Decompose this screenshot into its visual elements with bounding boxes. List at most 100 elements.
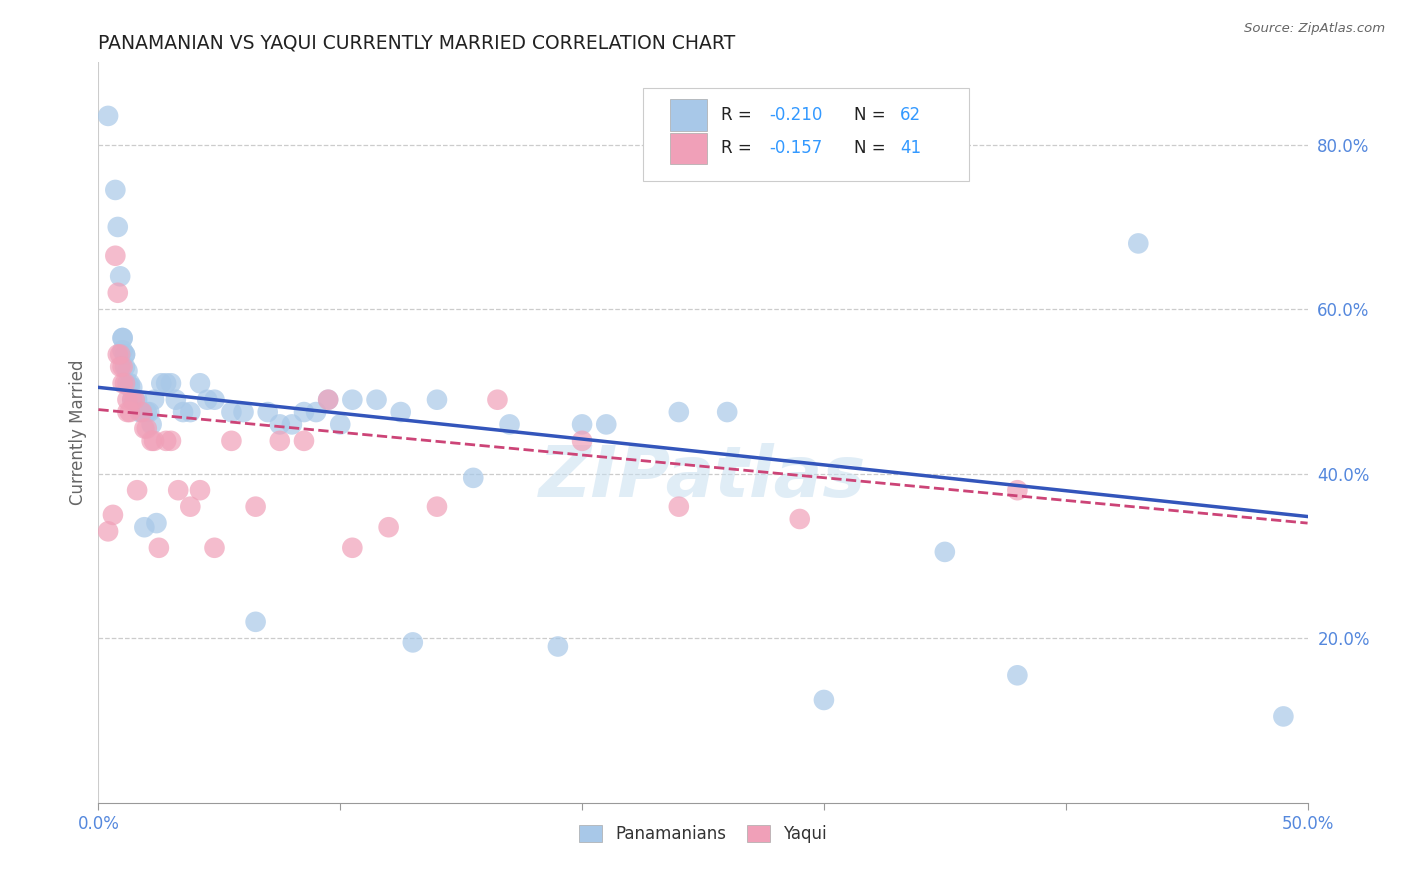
Text: ZIPatlas: ZIPatlas bbox=[540, 442, 866, 511]
Point bbox=[571, 417, 593, 432]
Point bbox=[204, 392, 226, 407]
Legend: Panamanians, Yaqui: Panamanians, Yaqui bbox=[572, 819, 834, 850]
Point bbox=[127, 483, 149, 498]
Point bbox=[172, 405, 194, 419]
Point bbox=[813, 693, 835, 707]
Point bbox=[107, 219, 129, 234]
Point bbox=[114, 347, 136, 361]
Point bbox=[135, 405, 157, 419]
Point bbox=[716, 405, 738, 419]
Point bbox=[1272, 709, 1295, 723]
Point bbox=[114, 347, 136, 361]
Point bbox=[426, 500, 449, 514]
Point bbox=[108, 269, 131, 284]
Point bbox=[165, 392, 187, 407]
Point bbox=[188, 483, 211, 498]
Point bbox=[377, 520, 399, 534]
Point bbox=[111, 331, 134, 345]
Point bbox=[789, 512, 811, 526]
Point bbox=[121, 392, 143, 407]
Point bbox=[486, 392, 509, 407]
Point bbox=[402, 635, 425, 649]
Bar bbox=[671, 133, 707, 164]
Point bbox=[316, 392, 339, 407]
Point bbox=[118, 380, 141, 394]
Point bbox=[366, 392, 388, 407]
Text: N =: N = bbox=[855, 106, 891, 124]
Point bbox=[131, 405, 153, 419]
Point bbox=[269, 417, 291, 432]
Point bbox=[118, 405, 141, 419]
Text: 41: 41 bbox=[900, 139, 921, 157]
Point bbox=[111, 331, 134, 345]
Point bbox=[179, 405, 201, 419]
Point bbox=[104, 183, 127, 197]
Point bbox=[111, 343, 134, 358]
Point bbox=[292, 405, 315, 419]
Point bbox=[135, 421, 157, 435]
Point bbox=[342, 541, 364, 555]
Point bbox=[1128, 236, 1150, 251]
Point bbox=[668, 500, 690, 514]
Point bbox=[114, 376, 136, 391]
Text: 62: 62 bbox=[900, 106, 921, 124]
Point bbox=[118, 376, 141, 391]
Point bbox=[463, 471, 485, 485]
Point bbox=[108, 359, 131, 374]
Point bbox=[108, 347, 131, 361]
Point bbox=[148, 541, 170, 555]
Point bbox=[134, 520, 156, 534]
Point bbox=[141, 417, 163, 432]
Point bbox=[281, 417, 304, 432]
Point bbox=[329, 417, 352, 432]
Point bbox=[245, 500, 267, 514]
Point bbox=[547, 640, 569, 654]
Point bbox=[97, 524, 120, 539]
Point bbox=[221, 434, 243, 448]
Point bbox=[668, 405, 690, 419]
Text: R =: R = bbox=[721, 106, 758, 124]
Point bbox=[155, 376, 177, 391]
FancyBboxPatch shape bbox=[643, 88, 969, 181]
Point bbox=[305, 405, 328, 419]
Point bbox=[204, 541, 226, 555]
Point bbox=[389, 405, 412, 419]
Point bbox=[342, 392, 364, 407]
Y-axis label: Currently Married: Currently Married bbox=[69, 359, 87, 506]
Point bbox=[121, 392, 143, 407]
Point bbox=[128, 405, 150, 419]
Point bbox=[245, 615, 267, 629]
Point bbox=[143, 434, 166, 448]
Point bbox=[155, 434, 177, 448]
Point bbox=[1007, 668, 1029, 682]
Point bbox=[124, 392, 146, 407]
Text: N =: N = bbox=[855, 139, 891, 157]
Text: Source: ZipAtlas.com: Source: ZipAtlas.com bbox=[1244, 22, 1385, 36]
Point bbox=[97, 109, 120, 123]
Point bbox=[160, 434, 183, 448]
Point bbox=[232, 405, 254, 419]
Point bbox=[595, 417, 617, 432]
Point bbox=[127, 392, 149, 407]
Point bbox=[292, 434, 315, 448]
Point bbox=[179, 500, 201, 514]
Point bbox=[160, 376, 183, 391]
Point bbox=[124, 392, 146, 407]
Point bbox=[141, 434, 163, 448]
Point bbox=[117, 392, 139, 407]
Text: -0.210: -0.210 bbox=[769, 106, 823, 124]
Point bbox=[269, 434, 291, 448]
Point bbox=[134, 421, 156, 435]
Point bbox=[256, 405, 278, 419]
Point bbox=[107, 285, 129, 300]
Point bbox=[571, 434, 593, 448]
Text: R =: R = bbox=[721, 139, 758, 157]
Point bbox=[121, 380, 143, 394]
Point bbox=[117, 376, 139, 391]
Point bbox=[117, 364, 139, 378]
Point bbox=[104, 249, 127, 263]
Point bbox=[143, 392, 166, 407]
Point bbox=[117, 405, 139, 419]
Point bbox=[111, 376, 134, 391]
Point bbox=[188, 376, 211, 391]
